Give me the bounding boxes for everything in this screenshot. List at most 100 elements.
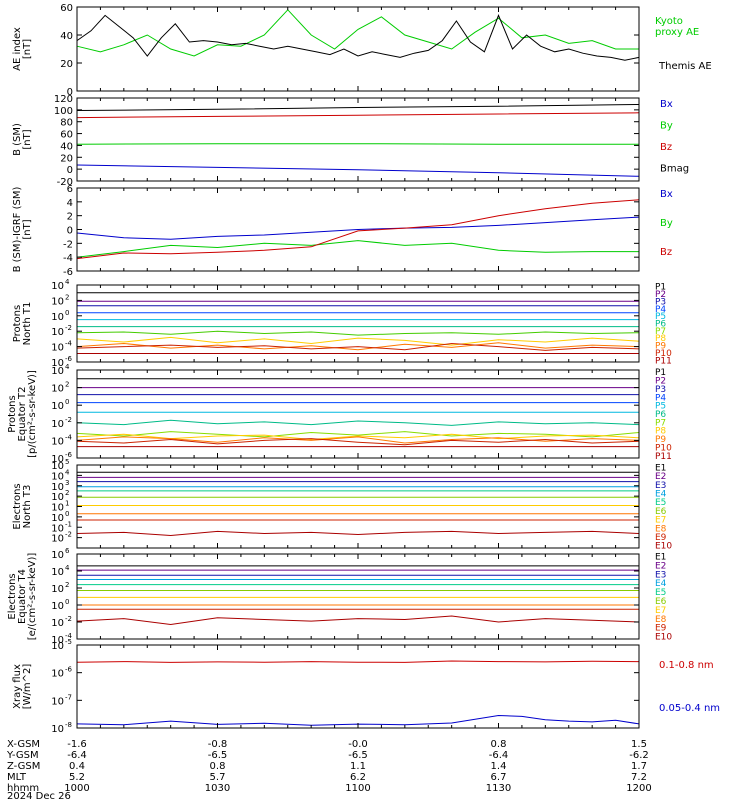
y-tick-label: 10: [51, 366, 64, 377]
y-tick-label: 10: [51, 454, 64, 465]
y-tick-exponent: -4: [65, 632, 73, 640]
legend-entry: E9: [655, 533, 667, 543]
y-tick-exponent: 5: [65, 458, 69, 466]
series-line-xray-1: [76, 714, 640, 726]
y-tick-label: -6: [63, 267, 73, 278]
series-line-dbt-0: [76, 216, 640, 240]
y-tick-label: 20: [60, 59, 73, 70]
series-line-ae-0: [76, 9, 639, 57]
x-tick-value: 1130: [486, 783, 511, 794]
y-axis-label: [nT]: [22, 219, 33, 239]
y-axis-label: [e/(cm²-s-sr-keV)]: [27, 553, 38, 641]
x-tick-value: 1.5: [631, 739, 647, 750]
legend-entry: E4: [655, 579, 667, 589]
legend-entry: P10: [655, 349, 672, 359]
y-tick-exponent: -6: [65, 355, 73, 363]
x-row-label: Y-GSM: [6, 750, 39, 761]
panel-frame: [76, 553, 640, 640]
y-tick-label: 120: [54, 94, 73, 105]
legend-entry: E2: [655, 561, 666, 571]
y-axis-label: B (SM): [12, 123, 23, 156]
y-tick-label: 10: [51, 461, 64, 472]
x-tick-value: 6.2: [350, 772, 366, 783]
y-tick-label: 40: [60, 31, 73, 42]
legend-entry: Bx: [660, 189, 673, 200]
x-row-label: MLT: [7, 772, 27, 783]
series-line-pnt1-8: [76, 342, 640, 351]
x-tick-value: 0.8: [491, 739, 507, 750]
y-axis-label: AE index: [12, 27, 23, 71]
y-tick-label: 10: [51, 312, 64, 323]
legend-entry: P4: [655, 305, 666, 315]
x-row-label: X-GSM: [7, 739, 40, 750]
y-tick-label: 0: [67, 87, 73, 98]
legend-entry: P9: [655, 342, 666, 352]
y-tick-label: 10: [51, 534, 64, 545]
legend-entry: P11: [655, 356, 672, 366]
legend-entry: Kyoto: [655, 16, 683, 27]
x-tick-value: 5.7: [210, 772, 226, 783]
y-tick-exponent: 2: [65, 293, 69, 301]
series-line-b-3: [76, 104, 640, 111]
date-label: 2024 Dec 26: [7, 791, 71, 800]
series-line-pnt1-6: [76, 330, 640, 336]
legend-entry: E3: [655, 570, 666, 580]
series-line-b-1: [76, 143, 639, 145]
y-tick-exponent: 4: [65, 278, 70, 286]
y-tick-label: 0: [67, 226, 73, 237]
y-tick-exponent: 2: [65, 489, 69, 497]
y-tick-exponent: -1: [65, 520, 72, 528]
legend-entry: E6: [655, 507, 667, 517]
y-axis-label: Electrons: [12, 483, 23, 529]
legend-entry: E9: [655, 624, 667, 634]
y-tick-label: 4: [67, 198, 73, 209]
y-axis-label: Equator T4: [17, 569, 28, 624]
legend-entry: P11: [655, 452, 672, 462]
y-tick-label: 10: [51, 327, 64, 338]
y-tick-exponent: 6: [65, 547, 70, 555]
series-line-eet4-9: [76, 615, 640, 626]
y-tick-label: 60: [60, 3, 73, 14]
y-tick-label: 10: [51, 523, 64, 534]
legend-entry: E3: [655, 481, 666, 491]
legend-entry: E1: [655, 552, 666, 562]
series-line-dbt-2: [76, 199, 640, 260]
legend-entry: P8: [655, 427, 666, 437]
x-tick-value: 6.7: [491, 772, 507, 783]
panel-frame: [76, 97, 640, 182]
panel-dbt: -6 -4 -2 0 2 4 6 B (SM)-IGRF (SM) [nT] Bx By Bz: [12, 184, 673, 278]
x-row-label: hhmm: [7, 783, 39, 794]
y-tick-exponent: 0: [65, 510, 69, 518]
y-tick-label: 10: [51, 281, 64, 292]
legend-entry: By: [660, 218, 673, 229]
x-tick-value: 1100: [345, 783, 370, 794]
y-tick-label: 10: [51, 635, 64, 646]
x-tick-value: 7.2: [631, 772, 647, 783]
x-axis-ephemeris: X-GSMY-GSMZ-GSMMLThhmm-1.6-6.40.45.21000…: [6, 739, 652, 802]
y-tick-label: 10: [51, 724, 64, 735]
legend-entry: P4: [655, 393, 666, 403]
legend-entry: Bx: [660, 99, 673, 110]
legend-entry: P10: [655, 443, 672, 453]
legend-entry: E1: [655, 463, 666, 473]
x-tick-value: 1030: [205, 783, 230, 794]
y-tick-exponent: -2: [65, 416, 72, 424]
series-line-ae-1: [76, 14, 640, 61]
series-line-pet2-6: [76, 431, 640, 438]
legend-entry: P6: [655, 320, 666, 330]
legend-entry: proxy AE: [655, 27, 699, 38]
y-tick-label: -2: [63, 239, 73, 250]
y-tick-label: 10: [51, 471, 64, 482]
y-tick-exponent: 2: [65, 381, 69, 389]
x-tick-value: 5.2: [69, 772, 85, 783]
legend-entry: P7: [655, 418, 666, 428]
y-tick-label: 40: [60, 141, 73, 152]
y-tick-label: 10: [51, 696, 64, 707]
legend-entry: E5: [655, 498, 666, 508]
legend-entry: P3: [655, 385, 666, 395]
x-tick-value: -6.2: [629, 750, 649, 761]
y-axis-label: B (SM)-IGRF (SM): [12, 187, 23, 273]
